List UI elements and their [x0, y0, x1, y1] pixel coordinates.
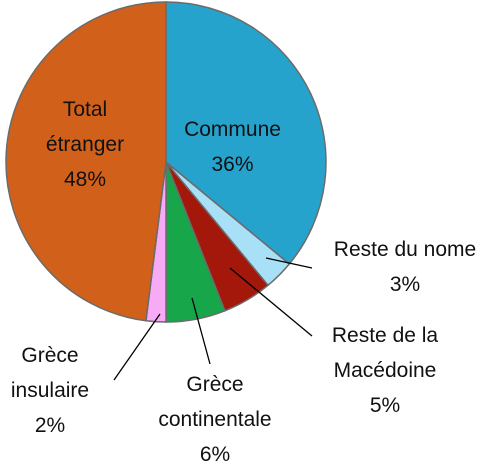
slice-label: Grèce insulaire 2% — [0, 338, 100, 443]
value-label: 5% — [369, 394, 401, 417]
leader-line — [265, 257, 313, 269]
value-label: 2% — [34, 414, 66, 437]
slice-label: Reste du nome 3% — [300, 232, 500, 302]
value-label: 3% — [389, 273, 421, 296]
category-label: Commune — [184, 118, 281, 141]
slice-label: Total étranger 48% — [25, 92, 145, 197]
value-label: 6% — [199, 443, 231, 466]
pie-slice — [5, 1, 167, 322]
value-label: 36% — [211, 153, 254, 176]
category-label: Reste de la Macédoine — [331, 324, 439, 382]
leader-line — [113, 313, 161, 381]
category-label: Total étranger — [45, 98, 125, 156]
category-label: Reste du nome — [333, 238, 477, 261]
slice-label: Grèce continentale 6% — [140, 367, 290, 472]
leader-line — [191, 297, 211, 365]
category-label: Grèce continentale — [158, 373, 272, 431]
pie-slice — [165, 1, 327, 266]
leader-line — [229, 267, 313, 337]
slice-label: Commune 36% — [170, 112, 295, 182]
slice-label: Reste de la Macédoine 5% — [285, 318, 485, 423]
category-label: Grèce insulaire — [10, 344, 90, 402]
value-label: 48% — [63, 168, 107, 191]
